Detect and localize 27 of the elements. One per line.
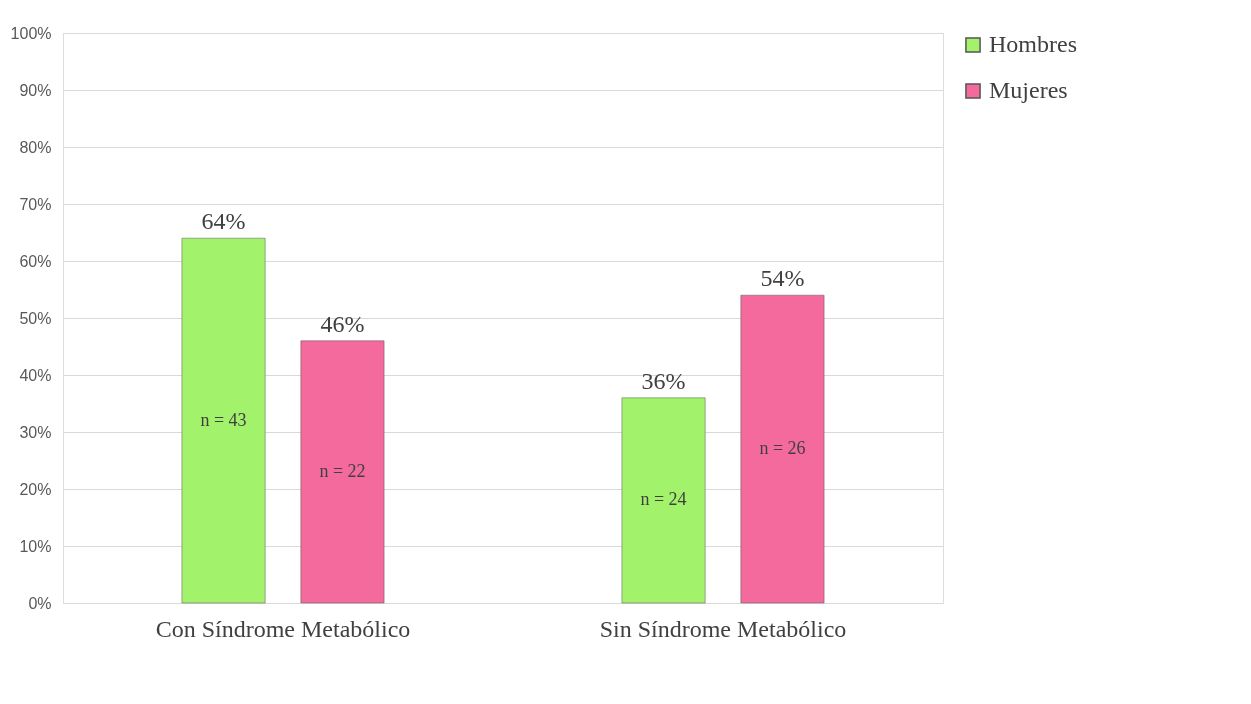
data-label: 36% [641, 367, 686, 394]
y-tick-label: 30% [19, 423, 52, 441]
x-tick-label: Sin Síndrome Metabólico [599, 615, 847, 642]
y-tick-label: 90% [19, 81, 52, 99]
y-tick-label: 10% [19, 537, 52, 555]
annotation: n = 43 [200, 409, 247, 430]
data-label: 46% [320, 310, 365, 337]
data-label: 54% [760, 265, 805, 292]
bar [740, 294, 825, 604]
annotation: n = 24 [640, 489, 687, 510]
y-tick-label: 20% [19, 480, 52, 498]
y-tick-label: 50% [19, 309, 52, 327]
y-tick-label: 40% [19, 366, 52, 384]
bar [621, 397, 706, 604]
x-tick-label: Con Síndrome Metabólico [155, 615, 411, 642]
data-label: 64% [201, 208, 246, 235]
legend-label: Mujeres [989, 77, 1068, 103]
legend-label: Hombres [989, 31, 1077, 57]
y-tick-label: 100% [10, 24, 52, 42]
y-tick-label: 60% [19, 252, 52, 270]
annotation: n = 22 [319, 460, 366, 481]
bar [181, 237, 266, 604]
y-tick-label: 70% [19, 195, 52, 213]
annotation: n = 26 [759, 438, 806, 459]
y-tick-label: 0% [28, 594, 52, 612]
bar [300, 340, 385, 604]
y-tick-label: 80% [19, 138, 52, 156]
